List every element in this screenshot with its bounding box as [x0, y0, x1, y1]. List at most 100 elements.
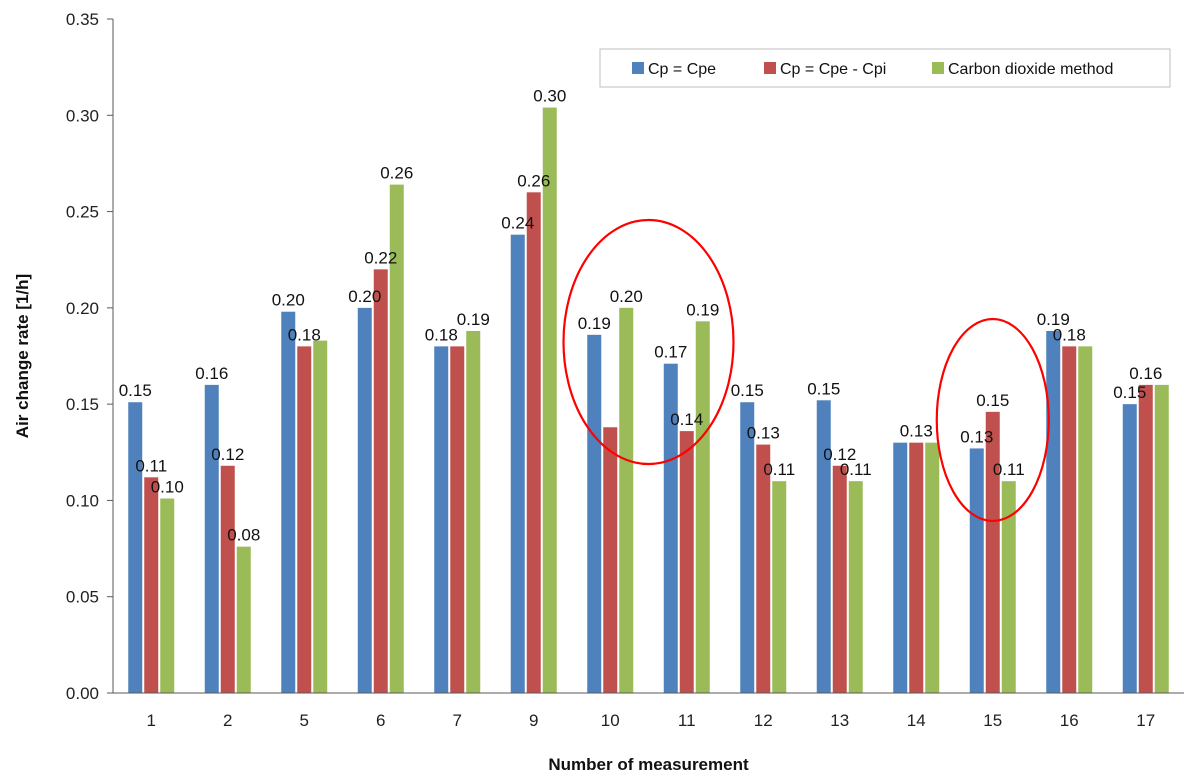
data-label: 0.20: [610, 287, 643, 306]
y-tick-label: 0.25: [66, 203, 99, 222]
legend: Cp = Cpe Cp = Cpe - Cpi Carbon dioxide met…: [599, 48, 1171, 88]
data-label: 0.26: [380, 164, 413, 183]
bar-1-12: [740, 402, 755, 693]
bar-1-16: [1046, 330, 1061, 693]
bar-3-16: [1078, 346, 1093, 693]
annotation-layer: [562, 218, 1050, 523]
bar-1-13: [816, 400, 831, 693]
bar-3-1: [160, 498, 175, 693]
x-tick-label: 13: [830, 711, 849, 730]
data-label: 0.08: [227, 526, 260, 545]
bar-3-14: [925, 442, 940, 693]
data-label: 0.15: [976, 391, 1009, 410]
x-tick-label: 9: [529, 711, 538, 730]
x-tick-label: 7: [453, 711, 462, 730]
data-label: 0.12: [823, 445, 856, 464]
data-label: 0.20: [272, 291, 305, 310]
bar-3-7: [466, 330, 481, 693]
bar-1-2: [204, 384, 219, 693]
bar-2-7: [450, 346, 465, 693]
y-tick-label: 0.20: [66, 299, 99, 318]
x-tick-label: 11: [678, 711, 696, 730]
bar-1-14: [893, 442, 908, 693]
data-label: 0.15: [807, 379, 840, 398]
data-label: 0.19: [1037, 310, 1070, 329]
bar-3-15: [1001, 481, 1016, 693]
bar-1-5: [281, 311, 296, 693]
data-label: 0.14: [670, 410, 703, 429]
x-tick-label: 17: [1136, 711, 1155, 730]
y-axis-title: Air change rate [1/h]: [13, 274, 32, 438]
bar-3-13: [848, 481, 863, 693]
data-label: 0.13: [900, 422, 933, 441]
data-label: 0.19: [578, 314, 611, 333]
x-tick-label: 10: [601, 711, 620, 730]
data-label: 0.18: [1053, 325, 1086, 344]
bar-2-6: [373, 269, 388, 693]
bar-2-15: [985, 411, 1000, 693]
bar-1-1: [128, 402, 143, 693]
data-label: 0.24: [501, 214, 534, 233]
bar-1-9: [510, 234, 525, 693]
legend-swatch: [764, 62, 776, 74]
bar-1-7: [434, 346, 449, 693]
data-label: 0.20: [348, 287, 381, 306]
bar-3-10: [619, 307, 634, 693]
data-label: 0.11: [763, 460, 795, 479]
bar-2-12: [756, 444, 771, 693]
y-tick-label: 0.15: [66, 395, 99, 414]
data-label: 0.18: [425, 325, 458, 344]
data-label: 0.11: [993, 460, 1025, 479]
y-tick-label: 0.30: [66, 106, 99, 125]
data-label: 0.12: [211, 445, 244, 464]
data-label: 0.11: [135, 456, 167, 475]
bar-2-1: [144, 477, 159, 693]
data-label: 0.13: [747, 424, 780, 443]
bar-2-14: [909, 442, 924, 693]
bar-3-12: [772, 481, 787, 693]
y-tick-label: 0.10: [66, 491, 99, 510]
bar-3-5: [313, 340, 328, 693]
bar-3-6: [389, 184, 404, 693]
bar-2-9: [526, 192, 541, 694]
legend-box: [599, 48, 1171, 88]
x-tick-label: 1: [147, 711, 156, 730]
legend-label: Cp = Cpe - Cpi: [780, 61, 886, 78]
data-label: 0.15: [731, 381, 764, 400]
highlight-ellipse-1: [562, 218, 735, 466]
x-tick-label: 2: [223, 711, 232, 730]
data-label: 0.19: [686, 300, 719, 319]
x-tick-label: 12: [754, 711, 773, 730]
data-label: 0.16: [195, 364, 228, 383]
bar-2-5: [297, 346, 312, 693]
bars-layer: [128, 107, 1169, 694]
data-label: 0.13: [960, 427, 993, 446]
highlight-ellipse-2: [935, 317, 1050, 523]
bar-1-11: [663, 363, 678, 693]
bar-2-10: [603, 427, 618, 693]
data-label: 0.15: [119, 381, 152, 400]
legend-label: Carbon dioxide method: [948, 61, 1113, 78]
legend-swatch: [932, 62, 944, 74]
data-label: 0.15: [1113, 383, 1146, 402]
bar-1-15: [969, 448, 984, 693]
x-tick-label: 15: [983, 711, 1002, 730]
y-tick-label: 0.00: [66, 684, 99, 703]
y-tick-label: 0.35: [66, 10, 99, 29]
x-tick-label: 16: [1060, 711, 1079, 730]
data-label: 0.30: [533, 87, 566, 106]
bar-2-2: [220, 465, 235, 693]
bar-1-10: [587, 334, 602, 693]
bar-3-2: [236, 546, 251, 693]
x-tick-label: 6: [376, 711, 385, 730]
data-label: 0.11: [840, 460, 872, 479]
legend-swatch: [632, 62, 644, 74]
data-label: 0.17: [654, 343, 687, 362]
bar-3-17: [1154, 384, 1169, 693]
legend-label: Cp = Cpe: [648, 61, 716, 78]
bar-2-11: [679, 431, 694, 693]
bar-3-9: [542, 107, 557, 693]
bar-1-6: [357, 307, 372, 693]
